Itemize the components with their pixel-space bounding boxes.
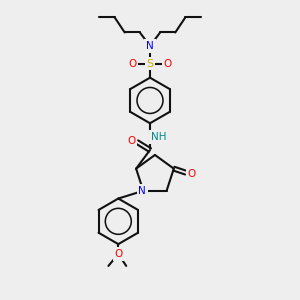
Text: O: O — [128, 59, 136, 69]
Text: NH: NH — [151, 132, 167, 142]
Text: N: N — [146, 41, 154, 51]
Text: O: O — [188, 169, 196, 178]
Text: S: S — [146, 59, 154, 69]
Text: O: O — [127, 136, 135, 146]
Text: O: O — [164, 59, 172, 69]
Text: O: O — [114, 249, 122, 259]
Text: N: N — [138, 186, 146, 196]
